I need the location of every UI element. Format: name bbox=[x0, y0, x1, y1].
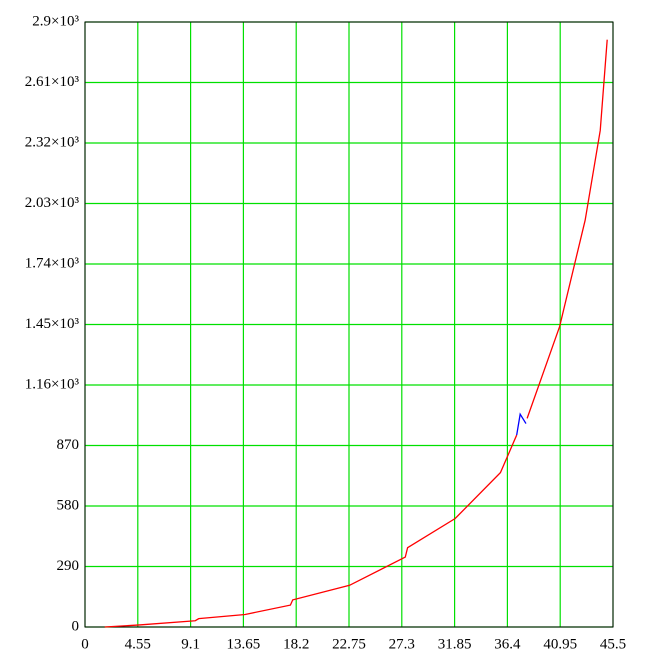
x-tick-label: 22.75 bbox=[332, 636, 366, 652]
x-tick-label: 45.5 bbox=[600, 636, 626, 652]
y-tick-label: 1.16×10³ bbox=[25, 376, 80, 392]
x-tick-label: 9.1 bbox=[181, 636, 200, 652]
y-tick-label: 580 bbox=[57, 497, 80, 513]
x-tick-label: 18.2 bbox=[283, 636, 309, 652]
y-tick-label: 290 bbox=[57, 558, 80, 574]
x-tick-label: 4.55 bbox=[125, 636, 151, 652]
y-tick-label: 870 bbox=[57, 437, 80, 453]
data-line bbox=[516, 412, 527, 436]
x-tick-label: 31.85 bbox=[438, 636, 472, 652]
y-tick-label: 2.9×10³ bbox=[32, 13, 79, 29]
y-tick-label: 2.32×10³ bbox=[25, 134, 80, 150]
x-tick-label: 40.95 bbox=[543, 636, 577, 652]
x-tick-label: 36.4 bbox=[494, 636, 521, 652]
y-tick-label: 1.74×10³ bbox=[25, 255, 80, 271]
x-tick-label: 27.3 bbox=[389, 636, 415, 652]
plot-frame bbox=[84, 21, 614, 628]
x-tick-label: 13.65 bbox=[227, 636, 261, 652]
data-line bbox=[104, 39, 608, 628]
y-tick-label: 1.45×10³ bbox=[25, 316, 80, 332]
y-tick-label: 0 bbox=[72, 618, 80, 634]
y-tick-label: 2.61×10³ bbox=[25, 74, 80, 90]
x-tick-label: 0 bbox=[81, 636, 89, 652]
y-tick-label: 2.03×10³ bbox=[25, 195, 80, 211]
